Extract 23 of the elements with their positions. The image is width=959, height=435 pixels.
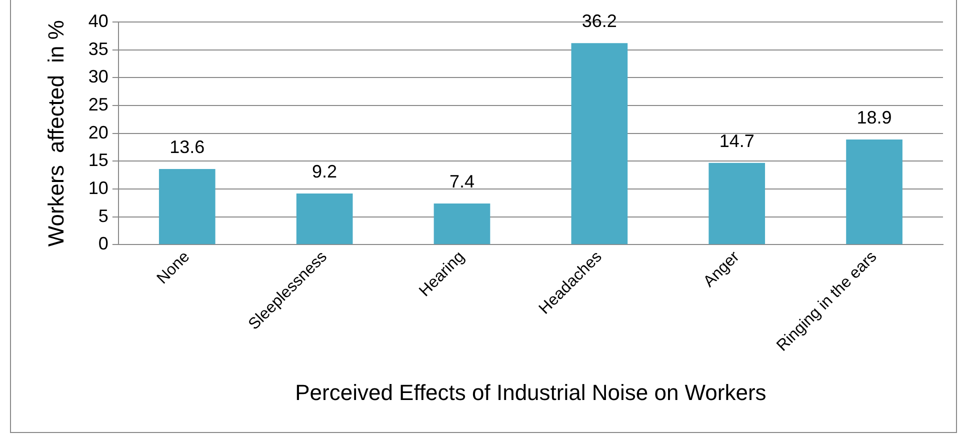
y-tick-label: 35 [88, 38, 108, 59]
y-axis-title: Workers affected in % [43, 20, 68, 247]
data-label: 36.2 [582, 11, 617, 32]
y-tick-label: 20 [88, 122, 108, 142]
bar [158, 168, 216, 244]
data-label: 7.4 [449, 171, 475, 192]
bar [571, 43, 628, 244]
y-tick-label: 25 [88, 94, 108, 114]
bar [708, 162, 766, 244]
bar [434, 203, 490, 244]
y-tick-label: 30 [88, 66, 108, 87]
data-label: 13.6 [170, 136, 205, 157]
y-tick-label: 10 [88, 178, 108, 198]
y-tick-label: 5 [98, 206, 108, 226]
bar [296, 193, 353, 244]
x-axis-title: Perceived Effects of Industrial Noise on Workers [295, 380, 766, 405]
y-tick-label: 0 [98, 234, 108, 254]
data-label: 14.7 [719, 130, 754, 151]
data-label: 18.9 [856, 107, 892, 128]
y-tick-label: 15 [88, 150, 108, 170]
bar [846, 139, 902, 244]
y-tick-label: 40 [88, 10, 108, 31]
data-label: 9.2 [312, 161, 338, 182]
